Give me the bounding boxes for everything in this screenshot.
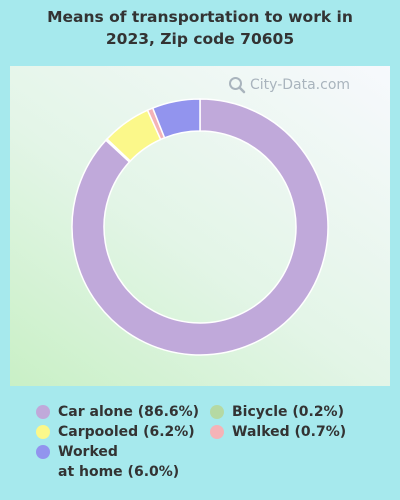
- legend-label-3: Walked (0.7%): [232, 424, 347, 440]
- legend-item-1: Carpooled (6.2%): [36, 422, 195, 442]
- legend-swatch-2: [210, 405, 224, 419]
- chart-title: Means of transportation to work in 2023,…: [0, 6, 400, 50]
- legend-label-1: Carpooled (6.2%): [58, 424, 195, 440]
- legend-swatch-0: [36, 405, 50, 419]
- legend-label-4: Worked at home (6.0%): [58, 444, 180, 480]
- legend-item-0: Car alone (86.6%): [36, 402, 199, 422]
- watermark-text: City-Data.com: [250, 77, 351, 93]
- donut-chart: [71, 98, 329, 356]
- legend-swatch-4: [36, 445, 50, 459]
- legend-swatch-3: [210, 425, 224, 439]
- chart-title-line-1: Means of transportation to work in: [47, 8, 353, 26]
- donut-slice-0: [71, 98, 329, 356]
- legend-item-2: Bicycle (0.2%): [210, 402, 344, 422]
- legend-item-4: Worked at home (6.0%): [36, 442, 179, 482]
- legend-item-3: Walked (0.7%): [210, 422, 346, 442]
- legend: Car alone (86.6%) Carpooled (6.2%) Worked a…: [0, 402, 400, 492]
- legend-swatch-1: [36, 425, 50, 439]
- donut-slice-4: [151, 98, 201, 139]
- watermark: City-Data.com: [228, 74, 350, 96]
- chart-title-line-2: 2023, Zip code 70605: [105, 30, 295, 48]
- search-icon: [229, 77, 246, 94]
- legend-label-0: Car alone (86.6%): [58, 404, 200, 420]
- legend-label-2: Bicycle (0.2%): [232, 404, 344, 420]
